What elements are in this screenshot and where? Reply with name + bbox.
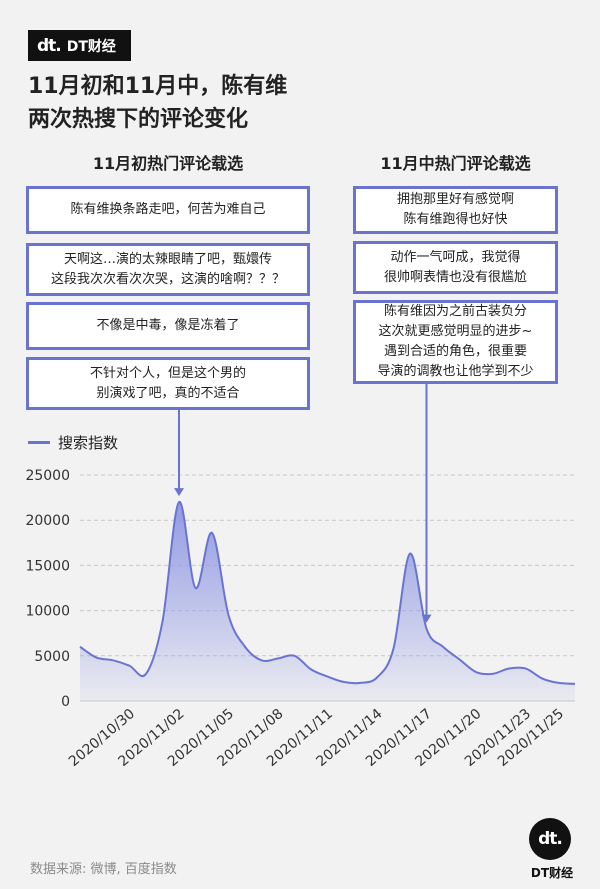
y-tick-label: 25000 [25, 468, 70, 484]
logo-mark: dt. [37, 35, 62, 56]
badge-text: DT财经 [530, 866, 574, 880]
comment-box: 动作一气呵成，我觉得 很帅啊表情也没有很尴尬 [353, 241, 558, 294]
comment-text: 不像是中毒，像是冻着了 [96, 318, 240, 333]
brand-badge: dt. [529, 818, 571, 860]
comment-text: 天啊这…演的太辣眼睛了吧，甄嬛传 这段我次次看次次哭，这演的啥啊？？？ [50, 251, 285, 287]
comment-box: 不针对个人，但是这个男的 别演戏了吧，真的不适合 [26, 357, 310, 410]
comment-box: 拥抱那里好有感觉啊 陈有维跑得也好快 [353, 186, 558, 234]
y-tick-label: 10000 [25, 604, 70, 620]
y-tick-label: 0 [61, 694, 70, 710]
comment-box: 不像是中毒，像是冻着了 [26, 302, 310, 350]
comment-text: 不针对个人，但是这个男的 别演戏了吧，真的不适合 [89, 365, 246, 401]
comment-text: 陈有维换条路走吧，何苦为难自己 [70, 202, 266, 217]
annotation-arrowhead [174, 488, 184, 497]
y-tick-label: 20000 [25, 513, 70, 529]
comment-text: 陈有维因为之前古装负分 这次就更感觉明显的进步~ 遇到合适的角色，很重要 导演的… [377, 304, 534, 379]
title-line-1: 11月初和11月中，陈有维 [28, 74, 288, 99]
right-column-title: 11月中热门评论载选 [380, 154, 531, 173]
series-area [80, 501, 575, 701]
y-tick-label: 5000 [34, 649, 70, 665]
annotation-arrowhead [421, 614, 432, 623]
data-source: 数据来源: 微博, 百度指数 [30, 862, 177, 877]
brand-logo: dt. DT财经 [28, 30, 131, 61]
legend-swatch [28, 441, 50, 444]
comment-text: 拥抱那里好有感觉啊 陈有维跑得也好快 [396, 192, 514, 227]
series-line [79, 501, 576, 685]
comment-text: 动作一气呵成，我觉得 很帅啊表情也没有很尴尬 [383, 249, 527, 285]
badge-mark: dt. [538, 829, 563, 849]
logo-text: DT财经 [66, 38, 116, 55]
y-tick-label: 15000 [25, 558, 70, 574]
comment-box: 陈有维换条路走吧，何苦为难自己 [26, 186, 310, 234]
legend-label: 搜索指数 [58, 434, 119, 452]
left-column-title: 11月初热门评论载选 [92, 154, 244, 173]
comment-box: 天啊这…演的太辣眼睛了吧，甄嬛传 这段我次次看次次哭，这演的啥啊？？？ [26, 243, 310, 296]
page-title: 11月初和11月中，陈有维 两次热搜下的评论变化 [28, 70, 568, 136]
title-line-2: 两次热搜下的评论变化 [28, 107, 249, 132]
chart-legend: 搜索指数 [28, 432, 118, 453]
comment-box: 陈有维因为之前古装负分 这次就更感觉明显的进步~ 遇到合适的角色，很重要 导演的… [353, 300, 558, 384]
